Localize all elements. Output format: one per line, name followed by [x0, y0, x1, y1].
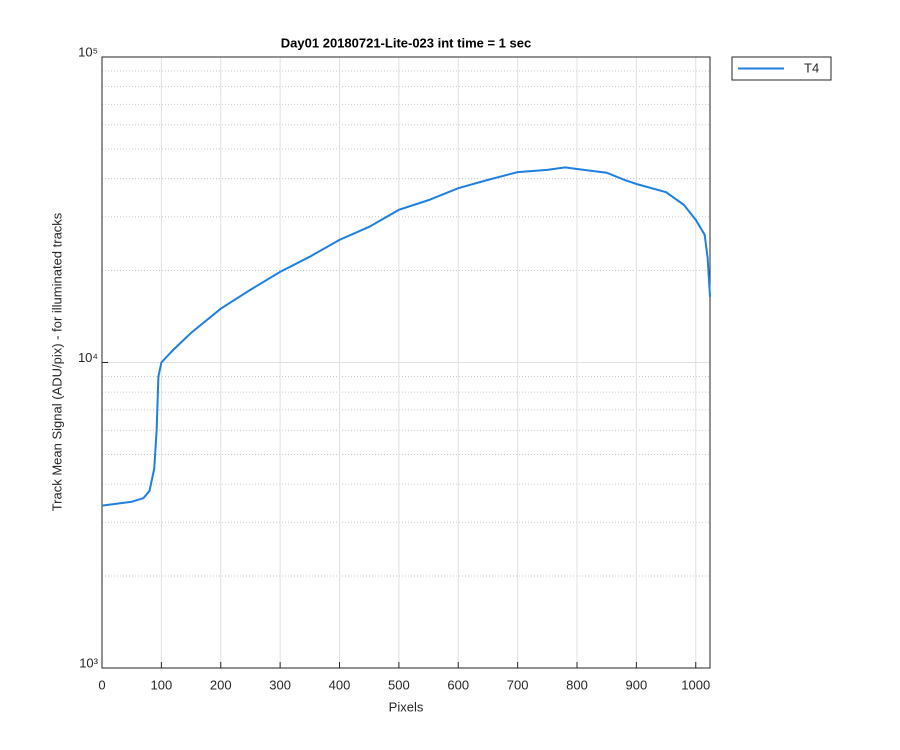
y-axis-label: Track Mean Signal (ADU/pix) - for illumi…: [49, 212, 64, 511]
x-tick-label: 100: [151, 677, 173, 692]
x-tick-label: 700: [507, 677, 529, 692]
x-tick-label: 0: [98, 677, 105, 692]
x-tick-label: 800: [566, 677, 588, 692]
x-tick-label: 900: [626, 677, 648, 692]
y-tick-label: 10³: [79, 655, 98, 670]
legend-label: T4: [804, 60, 819, 75]
chart-title: Day01 20180721-Lite-023 int time = 1 sec: [281, 35, 531, 50]
y-tick-label: 10⁴: [78, 350, 98, 365]
plot-frame: [101, 56, 711, 669]
x-tick-label: 400: [329, 677, 351, 692]
x-tick-label: 300: [269, 677, 291, 692]
x-tick-label: 600: [447, 677, 469, 692]
y-tick-label: 10⁵: [78, 44, 98, 59]
x-tick-label: 200: [210, 677, 232, 692]
x-tick-label: 1000: [681, 677, 710, 692]
data-line: [101, 166, 711, 507]
x-tick-label: 500: [388, 677, 410, 692]
x-axis-label: Pixels: [389, 699, 424, 714]
